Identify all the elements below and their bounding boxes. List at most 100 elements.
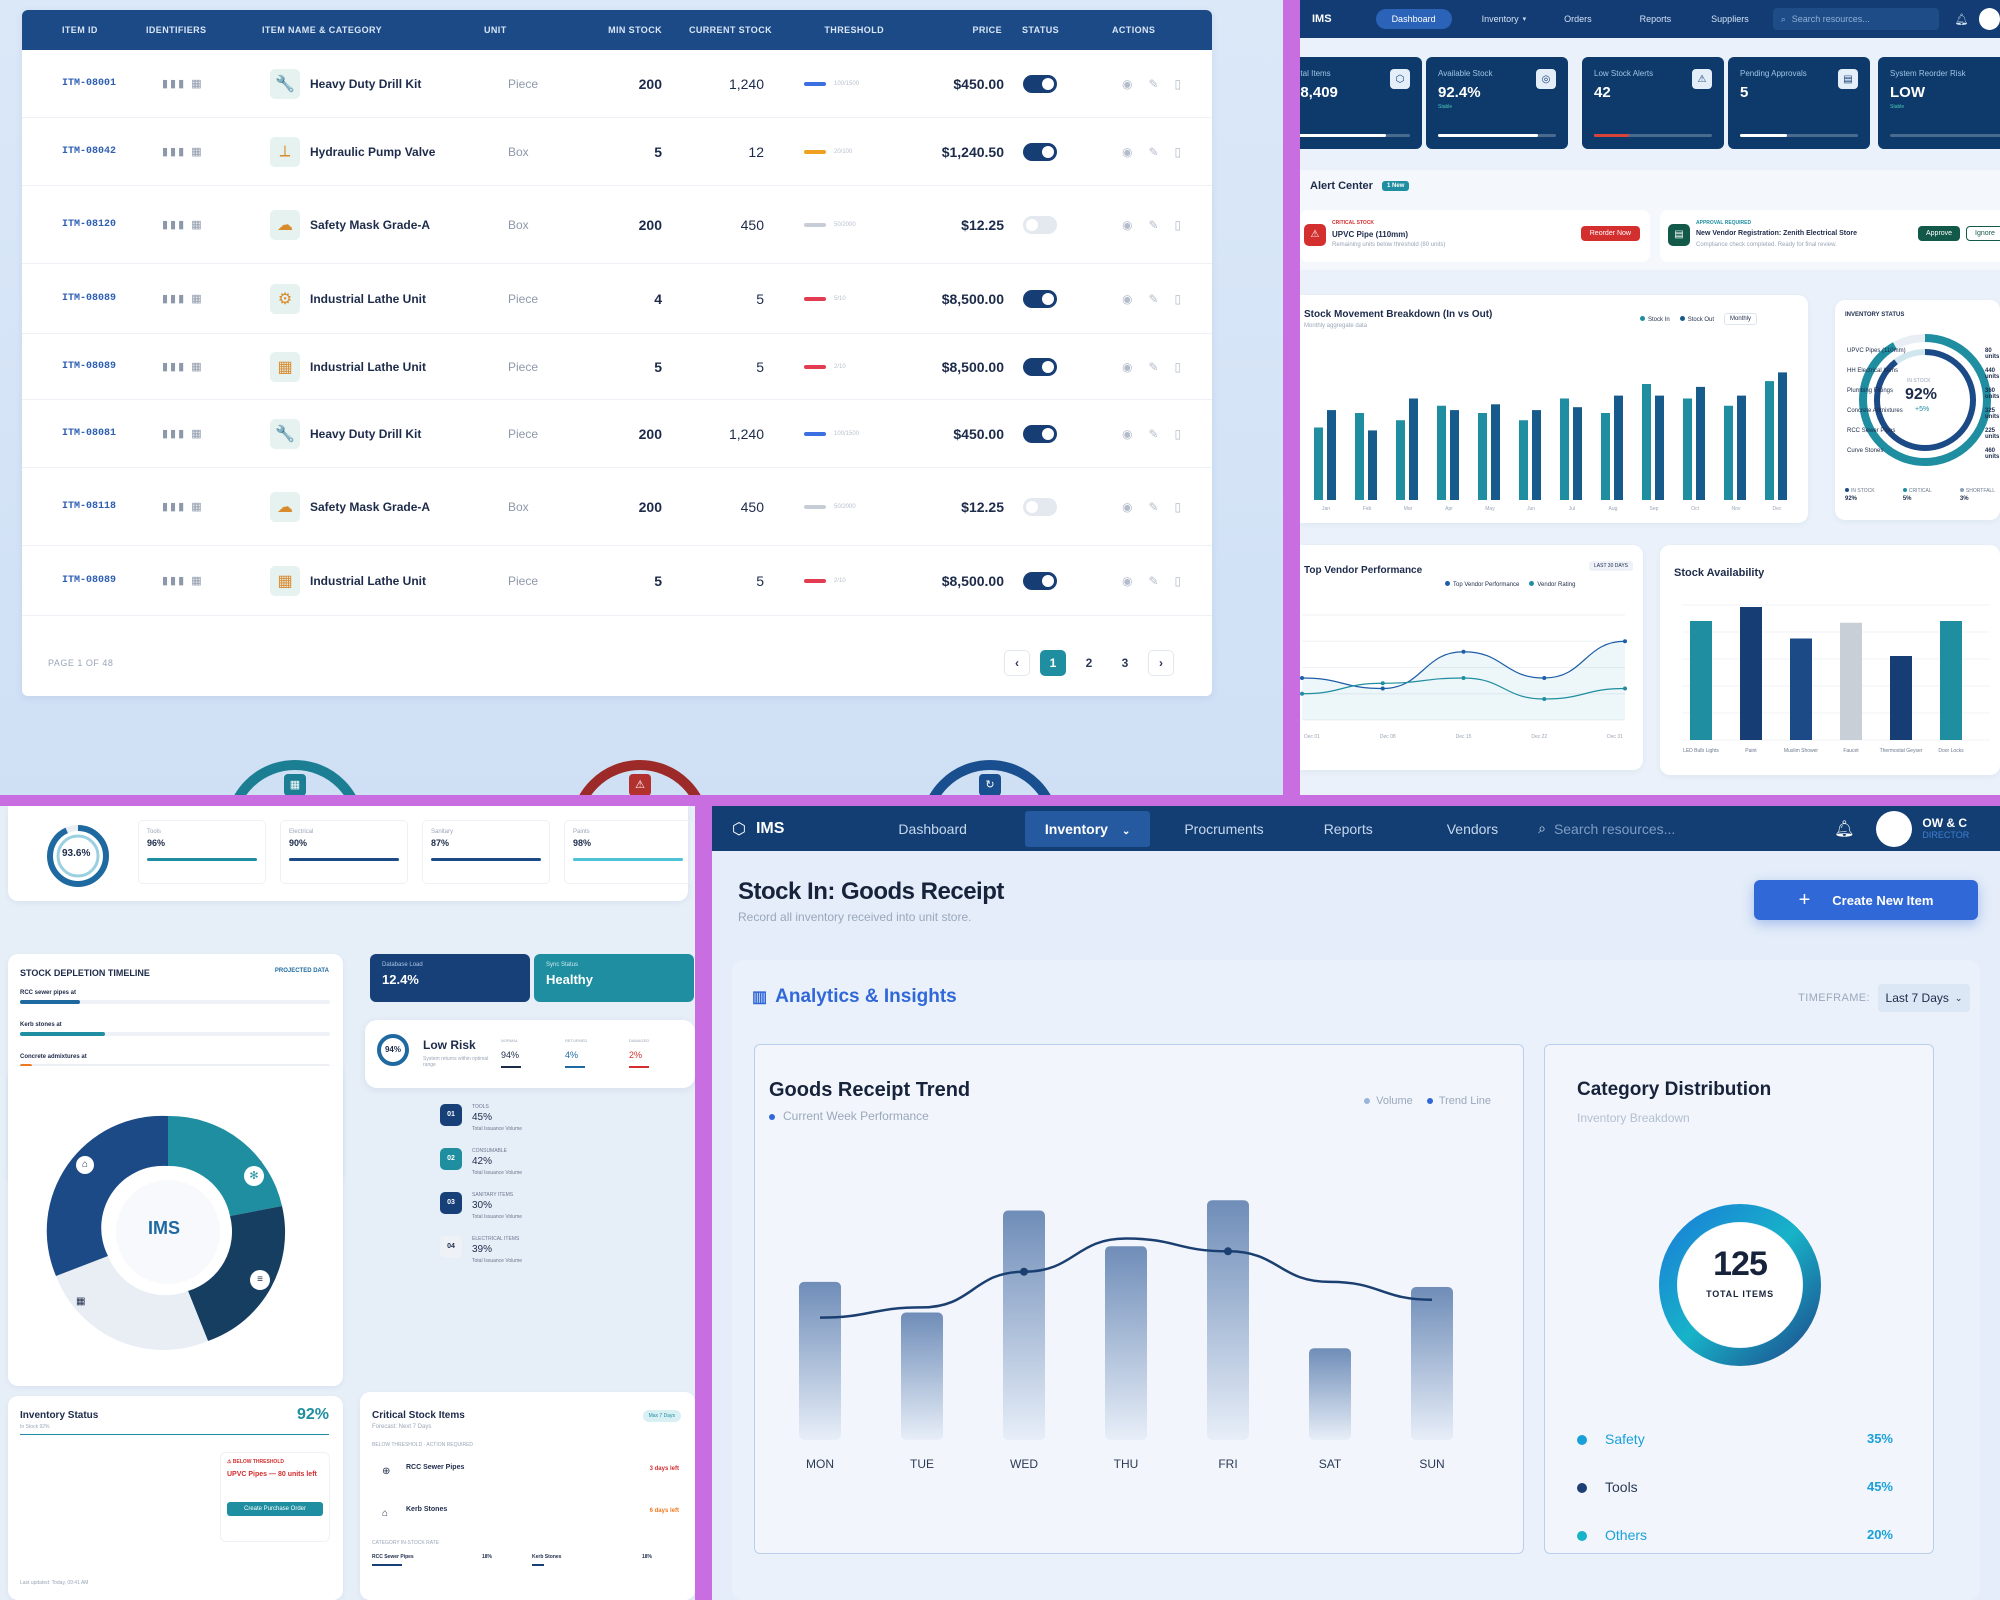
barcode-icon[interactable]: ▮▮▮ ▦ (162, 501, 204, 513)
barcode-icon[interactable]: ▮▮▮ ▦ (162, 219, 204, 231)
barcode-icon[interactable]: ▮▮▮ ▦ (162, 428, 204, 440)
page-button-2[interactable]: 2 (1085, 656, 1093, 670)
eye-icon[interactable]: ◉ (1122, 217, 1133, 232)
eye-icon[interactable]: ◉ (1122, 426, 1133, 441)
status-toggle[interactable] (1023, 215, 1057, 234)
trash-icon[interactable]: ▯ (1174, 217, 1182, 232)
item-id[interactable]: ITM-08001 (62, 78, 117, 89)
threshold: 2/10 (804, 334, 846, 399)
barcode-icon[interactable]: ▮▮▮ ▦ (162, 78, 204, 90)
item-id[interactable]: ITM-08081 (62, 428, 117, 439)
avatar[interactable] (1876, 810, 1913, 847)
edit-icon[interactable]: ✎ (1148, 291, 1159, 306)
reorder-now-button[interactable]: Reorder Now (1580, 226, 1640, 241)
eye-icon[interactable]: ◉ (1122, 573, 1133, 588)
item-id[interactable]: ITM-08089 (62, 361, 117, 372)
eye-icon[interactable]: ◉ (1122, 76, 1133, 91)
inv-status-sub: IN STOCK (1907, 378, 1931, 384)
movement-filter[interactable]: Monthly (1724, 313, 1758, 325)
header-min-stock: MIN STOCK (608, 25, 662, 35)
edit-icon[interactable]: ✎ (1148, 573, 1159, 588)
status-toggle[interactable] (1023, 497, 1057, 516)
edit-icon[interactable]: ✎ (1148, 144, 1159, 159)
bell-icon[interactable]: 🔔︎ (1954, 13, 1969, 26)
item-thumbnail: ⚙ (270, 283, 300, 314)
barcode-icon[interactable]: ▮▮▮ ▦ (162, 575, 204, 587)
trash-icon[interactable]: ▯ (1174, 573, 1182, 588)
nav-vendors[interactable]: Vendors (1446, 820, 1499, 837)
pipe-icon: ⊕ (382, 1466, 391, 1477)
barcode-icon[interactable]: ▮▮▮ ▦ (162, 361, 204, 373)
eye-icon[interactable]: ◉ (1122, 499, 1133, 514)
nav-dashboard[interactable]: Dashboard (1375, 9, 1452, 29)
table-row[interactable]: ITM-08089 ▮▮▮ ▦ ⚙ Industrial Lathe Unit Piec… (22, 264, 1212, 334)
table-row[interactable]: ITM-08001 ▮▮▮ ▦ 🔧 Heavy Duty Drill Kit Piece… (22, 50, 1212, 118)
item-id[interactable]: ITM-08089 (62, 575, 117, 586)
item-name: Heavy Duty Drill Kit (310, 426, 422, 441)
status-toggle[interactable] (1023, 357, 1057, 376)
trash-icon[interactable]: ▯ (1174, 426, 1182, 441)
status-toggle[interactable] (1023, 289, 1057, 308)
approve-button[interactable]: Approve (1918, 226, 1961, 241)
page-button-3[interactable]: 3 (1121, 656, 1129, 670)
search-input[interactable]: ⌕ Search resources... (1772, 8, 1939, 30)
header-status: STATUS (1022, 25, 1060, 35)
edit-icon[interactable]: ✎ (1148, 359, 1159, 374)
nav-inventory[interactable]: Inventory (1481, 14, 1519, 24)
volume-bar (1003, 1210, 1045, 1440)
eye-icon[interactable]: ◉ (1122, 144, 1133, 159)
trash-icon[interactable]: ▯ (1174, 144, 1182, 159)
table-row[interactable]: ITM-08089 ▮▮▮ ▦ ▦ Industrial Lathe Unit Piec… (22, 546, 1212, 616)
edit-icon[interactable]: ✎ (1148, 499, 1159, 514)
item-id[interactable]: ITM-08120 (62, 219, 117, 230)
brand-logo[interactable]: IMS (1312, 13, 1332, 25)
table-row[interactable]: ITM-08089 ▮▮▮ ▦ ▦ Industrial Lathe Unit Piec… (22, 334, 1212, 400)
alert-center: Alert Center 1 New ⚠ CRITICAL STOCK UPVC… (1300, 170, 2000, 270)
table-row[interactable]: ITM-08081 ▮▮▮ ▦ 🔧 Heavy Duty Drill Kit Piece… (22, 400, 1212, 468)
eye-icon[interactable]: ◉ (1122, 291, 1133, 306)
inv-status-delta: +5% (1915, 406, 1930, 413)
bell-icon[interactable]: 🔔︎ (1834, 820, 1855, 838)
dist-title: Category Distribution (1577, 1079, 1772, 1100)
trash-icon[interactable]: ▯ (1174, 359, 1182, 374)
brand-logo[interactable]: IMS (755, 819, 785, 837)
status-toggle[interactable] (1023, 571, 1057, 590)
next-page-button[interactable]: › (1148, 650, 1174, 676)
status-toggle[interactable] (1023, 424, 1057, 443)
item-id[interactable]: ITM-08118 (62, 501, 117, 512)
create-item-button[interactable]: + Create New Item (1754, 880, 1978, 920)
nav-suppliers[interactable]: Suppliers (1711, 14, 1749, 24)
nav-orders[interactable]: Orders (1564, 14, 1592, 24)
table-row[interactable]: ITM-08042 ▮▮▮ ▦ ⟂ Hydraulic Pump Valve Box 5 1… (22, 118, 1212, 186)
barcode-icon[interactable]: ▮▮▮ ▦ (162, 146, 204, 158)
barcode-icon[interactable]: ▮▮▮ ▦ (162, 293, 204, 305)
nav-procruments[interactable]: Procruments (1184, 820, 1264, 837)
prev-page-button[interactable]: ‹ (1004, 650, 1030, 676)
nav-inventory[interactable]: Inventory ⌄ (1024, 810, 1151, 847)
trash-icon[interactable]: ▯ (1174, 291, 1182, 306)
item-id[interactable]: ITM-08089 (62, 293, 117, 304)
page-button-1[interactable]: 1 (1040, 650, 1066, 676)
status-toggle[interactable] (1023, 142, 1057, 161)
ignore-button[interactable]: Ignore (1966, 226, 2000, 241)
edit-icon[interactable]: ✎ (1148, 426, 1159, 441)
trash-icon[interactable]: ▯ (1174, 76, 1182, 91)
eye-icon[interactable]: ◉ (1122, 359, 1133, 374)
min-stock: 5 (654, 572, 662, 589)
edit-icon[interactable]: ✎ (1148, 76, 1159, 91)
nav-reports[interactable]: Reports (1639, 14, 1672, 24)
table-row[interactable]: ITM-08118 ▮▮▮ ▦ ☁ Safety Mask Grade-A Box 200… (22, 468, 1212, 546)
nav-dashboard[interactable]: Dashboard (898, 820, 967, 837)
nav-reports[interactable]: Reports (1323, 820, 1373, 837)
status-toggle[interactable] (1023, 74, 1057, 93)
edit-icon[interactable]: ✎ (1148, 217, 1159, 232)
avatar[interactable] (1978, 8, 2000, 30)
create-po-button[interactable]: Create Purchase Order (227, 1502, 323, 1516)
trash-icon[interactable]: ▯ (1174, 499, 1182, 514)
search-input[interactable]: ⌕ Search resources... (1538, 820, 1676, 837)
alert1-tag: CRITICAL STOCK (1332, 220, 1375, 226)
item-id[interactable]: ITM-08042 (62, 146, 117, 157)
issuance-sub: Total Issuance Volume (472, 1170, 523, 1176)
timeframe-select[interactable]: Last 7 Days ⌄ (1878, 984, 1970, 1012)
table-row[interactable]: ITM-08120 ▮▮▮ ▦ ☁ Safety Mask Grade-A Box 200… (22, 186, 1212, 264)
